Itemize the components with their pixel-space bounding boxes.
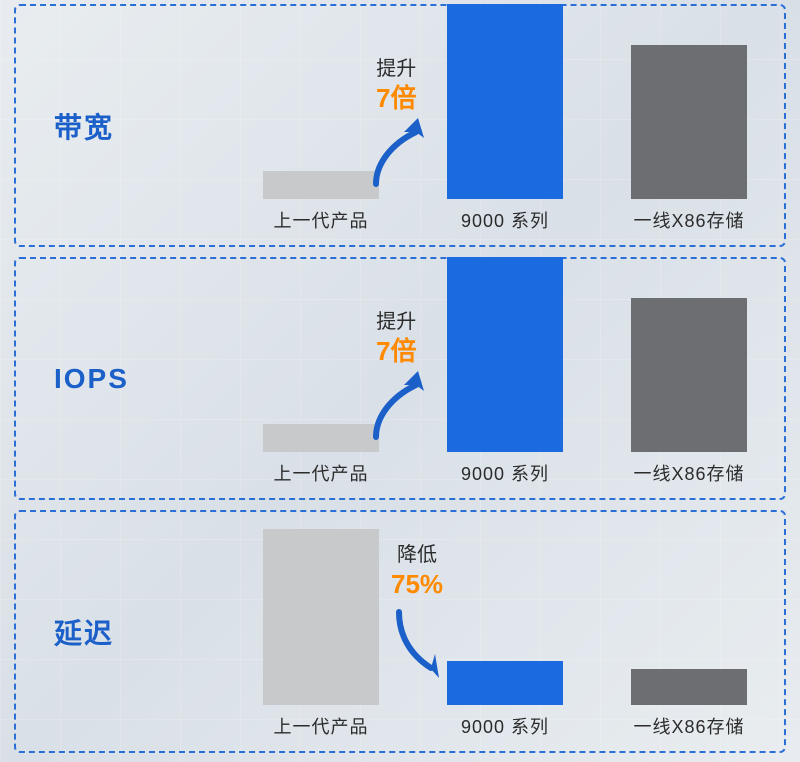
bar-label: 上一代产品 (274, 460, 369, 486)
bar-slot: 9000 系列 (430, 661, 580, 739)
callout-line1: 提升 (376, 309, 416, 335)
callout-line2: 75% (391, 568, 443, 602)
panel-latency: 延迟 上一代产品 9000 系列 一线X86存储 降低 75% (14, 510, 786, 753)
bar-9000-series (447, 4, 563, 199)
bar-label: 9000 系列 (461, 713, 549, 739)
bar-slot: 上一代产品 (246, 424, 396, 486)
bar-slot: 上一代产品 (246, 529, 396, 739)
bar-label: 一线X86存储 (633, 713, 744, 739)
bar-x86-storage (631, 669, 747, 705)
bar-slot: 上一代产品 (246, 171, 396, 233)
bar-label: 一线X86存储 (633, 207, 744, 233)
callout: 降低 75% (391, 542, 443, 602)
callout: 提升 7倍 (376, 309, 416, 369)
bar-prev-gen (263, 529, 379, 705)
bar-x86-storage (631, 45, 747, 199)
bar-label: 9000 系列 (461, 207, 549, 233)
chart-area: 上一代产品 9000 系列 一线X86存储 (246, 520, 764, 739)
panel-bandwidth: 带宽 上一代产品 9000 系列 一线X86存储 提升 7倍 (14, 4, 786, 247)
bar-label: 上一代产品 (274, 713, 369, 739)
bar-label: 一线X86存储 (633, 460, 744, 486)
bar-slot: 一线X86存储 (614, 45, 764, 233)
panel-iops: IOPS 上一代产品 9000 系列 一线X86存储 提升 7倍 (14, 257, 786, 500)
chart-area: 上一代产品 9000 系列 一线X86存储 (246, 14, 764, 233)
callout-line1: 降低 (391, 542, 443, 568)
bar-slot: 9000 系列 (430, 257, 580, 486)
callout: 提升 7倍 (376, 56, 416, 116)
callout-line2: 7倍 (376, 82, 416, 116)
bar-label: 上一代产品 (274, 207, 369, 233)
panel-title: 延迟 (54, 612, 114, 652)
callout-line1: 提升 (376, 56, 416, 82)
bar-slot: 9000 系列 (430, 4, 580, 233)
panel-title: IOPS (54, 363, 129, 395)
bar-9000-series (447, 257, 563, 452)
bar-prev-gen (263, 424, 379, 452)
bar-slot: 一线X86存储 (614, 669, 764, 739)
bar-label: 9000 系列 (461, 460, 549, 486)
bar-slot: 一线X86存储 (614, 298, 764, 486)
callout-line2: 7倍 (376, 335, 416, 369)
chart-area: 上一代产品 9000 系列 一线X86存储 (246, 267, 764, 486)
bar-x86-storage (631, 298, 747, 452)
bar-9000-series (447, 661, 563, 705)
panels-container: 带宽 上一代产品 9000 系列 一线X86存储 提升 7倍 IOPS (0, 0, 800, 762)
bar-prev-gen (263, 171, 379, 199)
panel-title: 带宽 (54, 106, 114, 146)
